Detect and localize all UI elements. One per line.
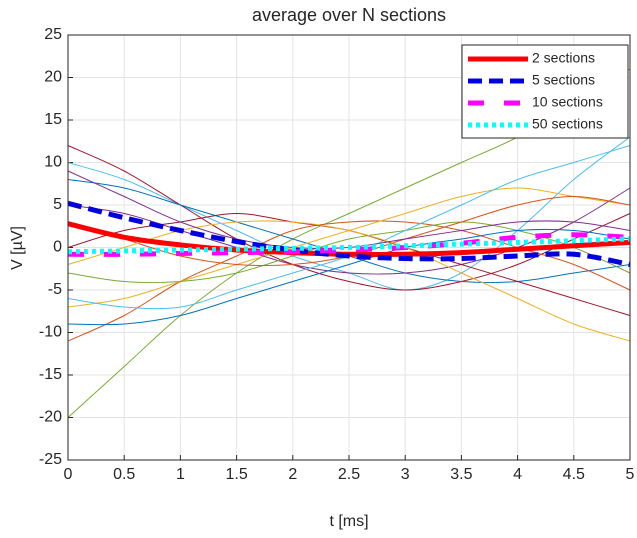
x-tick-label: 1 [176, 466, 185, 483]
x-tick-label: 2 [288, 466, 297, 483]
series-line [67, 236, 631, 255]
x-tick-label: 0 [64, 466, 73, 483]
y-tick-label: 15 [44, 111, 62, 128]
y-tick-label: -15 [39, 366, 62, 383]
x-tick-label: 3.5 [450, 466, 472, 483]
trace-line [67, 136, 631, 291]
trace-line [67, 145, 631, 291]
y-tick-label: -10 [39, 324, 62, 341]
y-tick-label: 20 [44, 69, 62, 86]
trace-line [67, 220, 631, 342]
x-tick-label: 0.5 [113, 466, 135, 483]
legend-label: 50 sections [532, 116, 603, 132]
x-tick-label: 4.5 [563, 466, 585, 483]
x-tick-label: 4 [513, 466, 522, 483]
x-tick-label: 3 [401, 466, 410, 483]
y-tick-label: 10 [44, 154, 62, 171]
y-tick-label: -25 [39, 451, 62, 468]
legend-label: 10 sections [532, 94, 603, 110]
trace-line [67, 220, 631, 342]
plot-frame [67, 34, 631, 461]
x-tick-label: 2.5 [338, 466, 360, 483]
x-tick-label: 5 [626, 466, 635, 483]
series-line [67, 200, 631, 267]
y-tick-label: -5 [48, 281, 62, 298]
legend-label: 2 sections [532, 50, 595, 66]
legend-label: 5 sections [532, 72, 595, 88]
trace-line [67, 187, 631, 275]
trace-line [67, 228, 631, 326]
y-tick-label: 25 [44, 26, 62, 43]
y-axis-label: V [µV] [9, 226, 26, 270]
y-tick-label: -20 [39, 409, 62, 426]
y-tick-label: 5 [53, 196, 62, 213]
trace-line [67, 221, 631, 284]
x-tick-label: 1.5 [225, 466, 247, 483]
y-tick-label: 0 [53, 239, 62, 256]
chart-title: average over N sections [252, 5, 446, 25]
x-axis-label: t [ms] [329, 513, 368, 530]
